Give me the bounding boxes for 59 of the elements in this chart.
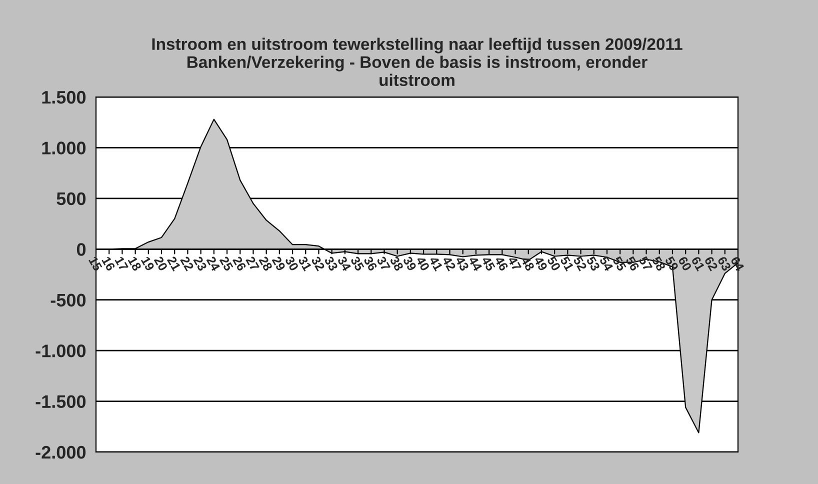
y-tick-label: 500 — [56, 192, 86, 206]
x-tick-label: 34 — [337, 256, 352, 272]
x-tick-label: 48 — [520, 256, 535, 272]
x-tick-label: 40 — [416, 256, 430, 272]
x-tick-label: 61 — [690, 256, 706, 272]
x-tick-label: 60 — [678, 256, 692, 272]
x-tick-label: 17 — [114, 256, 128, 272]
x-tick-label: 36 — [363, 256, 378, 272]
y-tick-label: -1.000 — [36, 344, 86, 358]
x-tick-label: 63 — [717, 256, 732, 272]
x-tick-label: 58 — [652, 256, 666, 272]
x-tick-label: 28 — [258, 256, 273, 272]
x-tick-label: 56 — [625, 256, 640, 272]
x-tick-label: 64 — [730, 256, 745, 272]
x-tick-label: 62 — [704, 256, 718, 272]
x-tick-label: 15 — [88, 256, 102, 272]
x-tick-label: 37 — [376, 256, 391, 272]
y-tick-label: -2.000 — [36, 446, 86, 459]
x-tick-label: 51 — [560, 256, 574, 272]
x-tick-label: 18 — [128, 256, 142, 272]
x-tick-label: 25 — [219, 256, 234, 272]
y-tick-label: 1.000 — [42, 142, 86, 154]
x-tick-label: 35 — [350, 256, 365, 272]
x-tick-label: 27 — [246, 256, 260, 272]
x-tick-label: 57 — [638, 256, 653, 272]
x-tick-label: 50 — [546, 256, 561, 272]
x-tick-label: 32 — [310, 256, 326, 272]
x-tick-label: 43 — [454, 256, 470, 272]
x-tick-label: 46 — [494, 256, 509, 272]
x-tick-label: 19 — [140, 256, 155, 272]
x-tick-label: 41 — [428, 256, 444, 272]
x-tick-label: 33 — [324, 256, 338, 272]
x-tick-label: 54 — [599, 256, 614, 272]
x-tick-label: 29 — [272, 256, 286, 272]
x-tick-label: 21 — [166, 256, 182, 272]
y-tick-label: 1.500 — [42, 90, 86, 104]
x-tick-label: 20 — [154, 256, 168, 272]
x-tick-label: 31 — [298, 256, 312, 272]
chart-title: Instroom en uitstroom tewerkstelling naar leeftijd tussen 2009/2011 Banken/Verzekering - Boven de basis is instroom, eronder uitstroom — [152, 38, 682, 86]
x-tick-label: 59 — [664, 256, 679, 272]
x-tick-label: 16 — [102, 256, 116, 272]
x-tick-label: 42 — [442, 256, 456, 272]
y-tick-label: 0 — [76, 243, 86, 256]
x-tick-label: 47 — [508, 256, 522, 272]
y-tick-label: -500 — [50, 294, 86, 307]
x-tick-label: 23 — [193, 256, 208, 272]
x-tick-label: 26 — [232, 256, 247, 272]
x-tick-label: 22 — [180, 256, 194, 272]
y-tick-label: -1.500 — [36, 395, 86, 408]
x-tick-label: 38 — [390, 256, 404, 272]
x-tick-label: 45 — [481, 256, 496, 272]
x-tick-label: 55 — [612, 256, 626, 272]
x-tick-label: 44 — [468, 256, 482, 272]
x-tick-label: 24 — [206, 256, 221, 272]
x-tick-label: 30 — [284, 256, 299, 272]
x-tick-label: 52 — [573, 256, 588, 272]
x-tick-label: 49 — [534, 256, 548, 272]
x-tick-label: 53 — [586, 256, 600, 272]
x-tick-label: 39 — [402, 256, 417, 272]
